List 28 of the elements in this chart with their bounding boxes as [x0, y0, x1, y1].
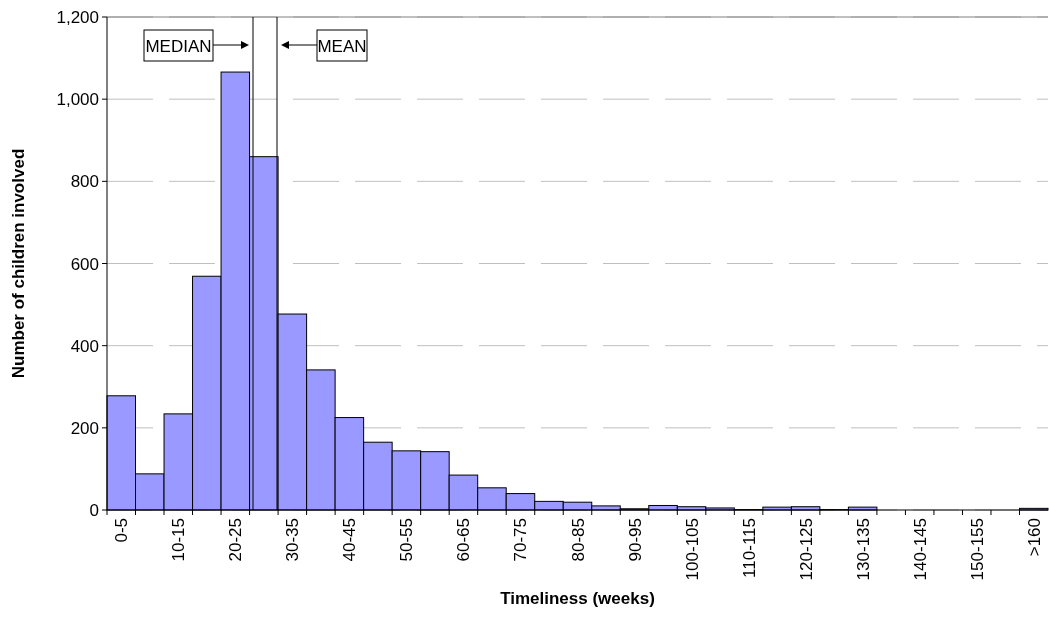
y-tick-label: 600: [70, 254, 99, 274]
x-tick-label: 70-75: [511, 518, 531, 562]
x-tick-label: 30-35: [283, 518, 303, 562]
x-tick-label: 60-65: [454, 518, 474, 562]
annotation: MEDIAN: [145, 37, 212, 56]
y-tick-label: 0: [89, 501, 99, 520]
x-tick-label: 90-95: [625, 518, 645, 562]
y-tick-label: 400: [70, 336, 99, 356]
x-tick-label: 150-155: [967, 518, 987, 581]
x-tick-label: 0-5: [112, 518, 132, 543]
x-tick-label: 80-85: [568, 518, 588, 562]
x-tick-label: 10-15: [169, 518, 189, 562]
x-tick-label: 120-125: [796, 518, 816, 581]
y-tick-label: 200: [70, 418, 99, 438]
x-axis-title: Timeliness (weeks): [500, 589, 655, 608]
x-tick-label: 100-105: [682, 518, 702, 581]
y-tick-label: 800: [70, 172, 99, 192]
annotation: MEAN: [317, 37, 367, 56]
x-tick-label: 50-55: [397, 518, 417, 562]
x-tick-label: >160: [1024, 518, 1044, 557]
x-tick-label: 40-45: [340, 518, 360, 562]
x-tick-label: 140-145: [910, 518, 930, 581]
x-tick-label: 20-25: [226, 518, 246, 562]
y-tick-label: 1,200: [56, 8, 99, 27]
x-tick-label: 130-135: [853, 518, 873, 581]
y-tick-label: 1,000: [56, 90, 99, 110]
x-tick-label: 110-115: [739, 518, 759, 578]
y-axis-title: Number of children involved: [9, 148, 28, 379]
